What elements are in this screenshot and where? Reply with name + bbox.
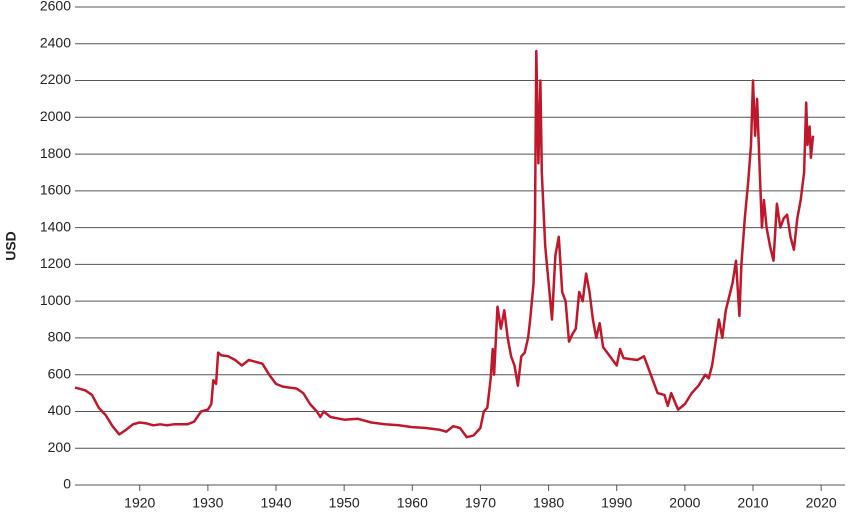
- y-tick-label: 2200: [40, 71, 71, 87]
- y-tick-label: 1400: [40, 218, 71, 234]
- x-tick-label: 1970: [465, 495, 496, 511]
- y-tick-label: 1800: [40, 145, 71, 161]
- y-tick-label: 800: [48, 329, 72, 345]
- line: [74, 49, 815, 439]
- y-tick-label: 600: [48, 365, 72, 381]
- x-tick-label: 1980: [533, 495, 564, 511]
- y-tick-label: 1600: [40, 182, 71, 198]
- x-tick-label: 1930: [192, 495, 223, 511]
- y-tick-label: 0: [63, 476, 71, 492]
- x-tick-label: 2010: [737, 495, 768, 511]
- y-tick-label: 2400: [40, 34, 71, 50]
- x-tick-label: 1990: [601, 495, 632, 511]
- x-tick-label: 2020: [806, 495, 837, 511]
- y-tick-label: 2600: [40, 0, 71, 14]
- x-tick-label: 1950: [329, 495, 360, 511]
- x-tick-label: 1940: [260, 495, 291, 511]
- y-axis-label: USD: [3, 231, 19, 261]
- x-tick-label: 1960: [397, 495, 428, 511]
- y-tick-label: 2000: [40, 108, 71, 124]
- x-tick-label: 1920: [124, 495, 155, 511]
- y-tick-label: 200: [48, 439, 72, 455]
- x-tick-label: 2000: [669, 495, 700, 511]
- y-tick-label: 1200: [40, 255, 71, 271]
- y-tick-label: 1000: [40, 292, 71, 308]
- y-tick-label: 400: [48, 402, 72, 418]
